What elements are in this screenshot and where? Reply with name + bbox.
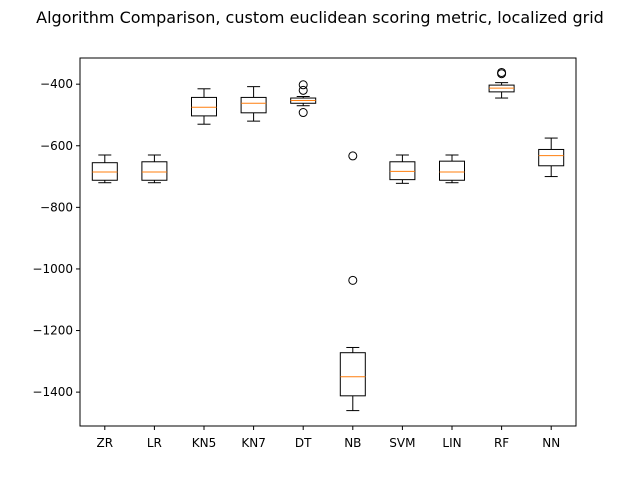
y-tick-label: −400	[40, 77, 73, 91]
box-body	[538, 148, 565, 167]
box-body	[389, 161, 416, 181]
x-tick-label: ZR	[97, 436, 114, 450]
plot-area	[79, 57, 577, 427]
x-tick-label: RF	[494, 436, 509, 450]
box-zr	[91, 154, 118, 184]
y-tick-label: −1200	[32, 324, 73, 338]
box-body	[240, 96, 267, 114]
box-body	[339, 352, 366, 397]
outlier-point	[348, 275, 358, 285]
boxes-group	[91, 67, 565, 412]
y-tick-label: −1400	[32, 385, 73, 399]
box-rf	[488, 67, 515, 99]
x-tick-label: LR	[147, 436, 162, 450]
box-lin	[439, 154, 465, 184]
x-axis: ZR LR KN5 KN7 DT NB SVM LIN RF NN	[97, 426, 560, 450]
x-tick-label: SVM	[389, 436, 415, 450]
box-svm	[389, 154, 416, 184]
outlier-point	[497, 69, 507, 79]
x-tick-label: DT	[295, 436, 312, 450]
box-kn5	[191, 88, 217, 125]
outlier-point	[298, 80, 308, 90]
x-tick-label: NB	[344, 436, 361, 450]
box-body	[141, 161, 168, 181]
y-tick-label: −1000	[32, 262, 73, 276]
outlier-point	[298, 108, 308, 118]
x-tick-label: LIN	[442, 436, 461, 450]
box-nb	[339, 151, 366, 412]
outlier-point	[298, 85, 308, 95]
y-tick-label: −600	[40, 139, 73, 153]
y-axis: −400 −600 −800 −1000 −1200 −1400	[32, 77, 80, 399]
x-tick-label: NN	[542, 436, 560, 450]
box-lr	[141, 154, 168, 184]
box-body	[439, 160, 465, 181]
outlier-point	[348, 151, 358, 161]
y-tick-label: −800	[40, 200, 73, 214]
box-dt	[290, 80, 317, 118]
box-nn	[538, 137, 565, 178]
box-kn7	[240, 86, 267, 122]
x-tick-label: KN5	[192, 436, 216, 450]
box-body	[191, 96, 217, 117]
x-tick-label: KN7	[241, 436, 265, 450]
chart-title: Algorithm Comparison, custom euclidean s…	[36, 8, 604, 27]
